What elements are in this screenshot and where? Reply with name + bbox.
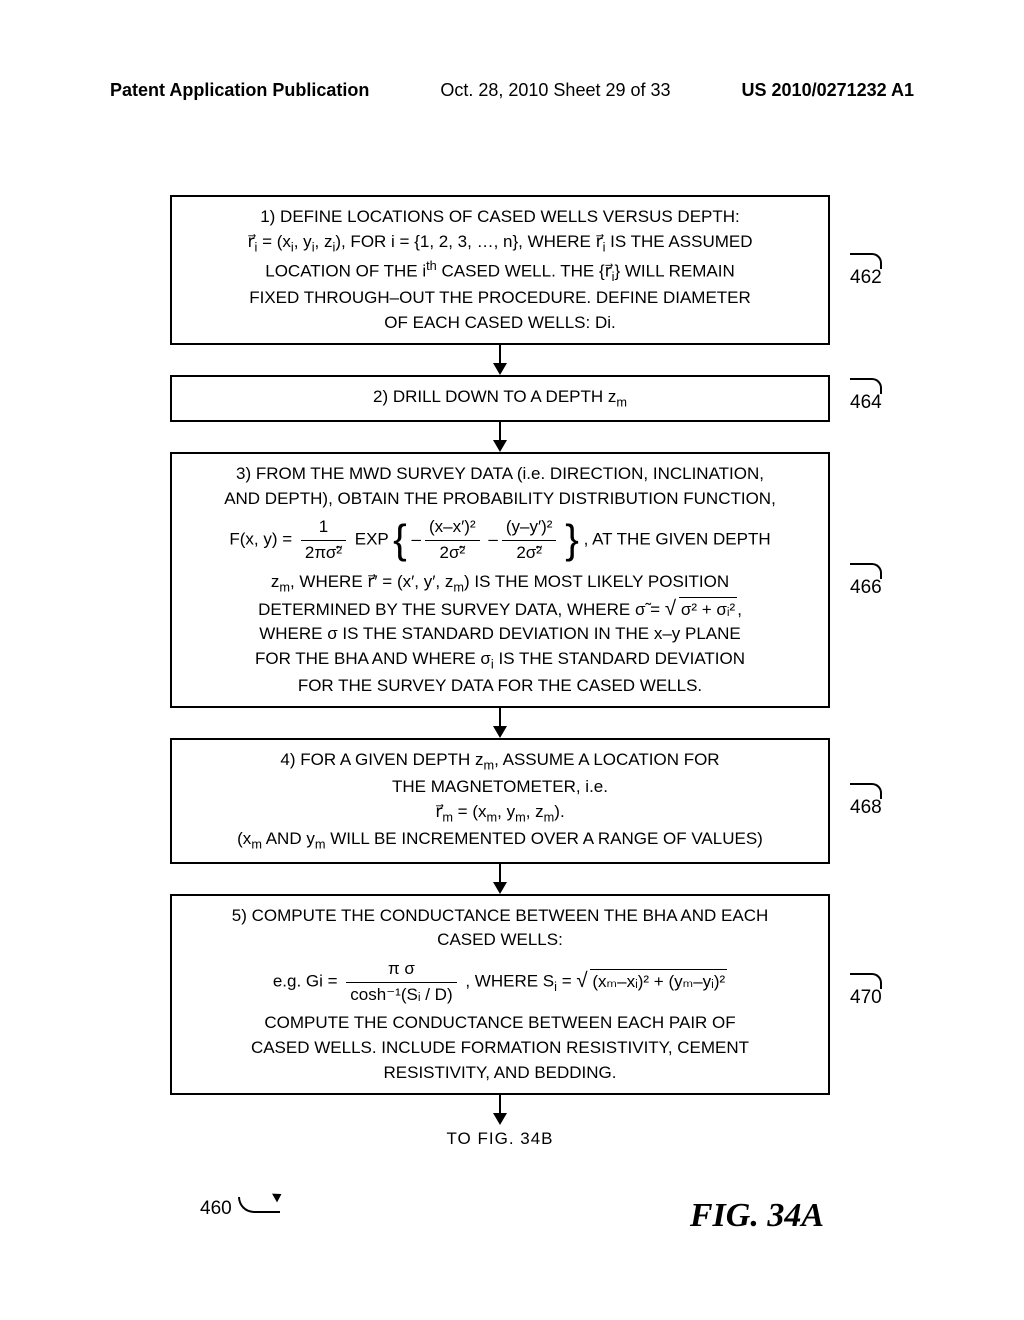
step-1-box: 1) DEFINE LOCATIONS OF CASED WELLS VERSU… [170, 195, 830, 345]
step5-equation: e.g. Gi = π σcosh⁻¹(Sᵢ / D) , WHERE Si =… [182, 957, 818, 1007]
step4-line1: 4) FOR A GIVEN DEPTH zm, ASSUME A LOCATI… [182, 748, 818, 775]
callout-hook-icon [850, 973, 882, 989]
step5-line6: RESISTIVITY, AND BEDDING. [182, 1061, 818, 1086]
callout-hook-icon [850, 783, 882, 799]
arrow-icon [170, 864, 830, 894]
step1-line1: 1) DEFINE LOCATIONS OF CASED WELLS VERSU… [182, 205, 818, 230]
header-left: Patent Application Publication [110, 80, 369, 101]
step3-equation: F(x, y) = 12πσ̃² EXP { –(x–x′)²2σ̃² –(y–… [182, 515, 818, 565]
step5-line2: CASED WELLS: [182, 928, 818, 953]
callout-hook-icon [850, 378, 882, 394]
callout-466: 466 [850, 555, 886, 599]
step3-line4: zm, WHERE r⃗′ = (x′, y′, zm) IS THE MOST… [182, 570, 818, 597]
to-next-fig: TO FIG. 34B [170, 1129, 830, 1149]
step3-line8: FOR THE SURVEY DATA FOR THE CASED WELLS. [182, 674, 818, 699]
arrow-icon [170, 345, 830, 375]
callout-470: 470 [850, 965, 886, 1009]
arrow-icon [170, 708, 830, 738]
patent-page: Patent Application Publication Oct. 28, … [0, 0, 1024, 1320]
flow-reference-460: 460 [200, 1198, 280, 1220]
step3-line5: DETERMINED BY THE SURVEY DATA, WHERE σ̃ … [182, 597, 818, 623]
step1-line2: r⃗i = (xi, yi, zi), FOR i = {1, 2, 3, …,… [182, 230, 818, 257]
step-2-box: 2) DRILL DOWN TO A DEPTH zm [170, 375, 830, 422]
callout-hook-icon [850, 563, 882, 579]
callout-468: 468 [850, 775, 886, 819]
step4-line3: r⃗m = (xm, ym, zm). [182, 800, 818, 827]
step4-line4: (xm AND ym WILL BE INCREMENTED OVER A RA… [182, 827, 818, 854]
arrow-icon [170, 1095, 830, 1125]
step1-line3: LOCATION OF THE ith CASED WELL. THE {r⃗i… [182, 257, 818, 287]
flowchart: 1) DEFINE LOCATIONS OF CASED WELLS VERSU… [170, 195, 830, 1149]
callout-462: 462 [850, 245, 886, 289]
figure-title: FIG. 34A [690, 1197, 824, 1235]
step3-line1: 3) FROM THE MWD SURVEY DATA (i.e. DIRECT… [182, 462, 818, 487]
step3-line6: WHERE σ IS THE STANDARD DEVIATION IN THE… [182, 622, 818, 647]
step-5-box: 5) COMPUTE THE CONDUCTANCE BETWEEN THE B… [170, 894, 830, 1095]
header-center: Oct. 28, 2010 Sheet 29 of 33 [440, 80, 670, 101]
step1-line4: FIXED THROUGH–OUT THE PROCEDURE. DEFINE … [182, 286, 818, 311]
callout-464: 464 [850, 370, 886, 414]
step5-line1: 5) COMPUTE THE CONDUCTANCE BETWEEN THE B… [182, 904, 818, 929]
step-4-box: 4) FOR A GIVEN DEPTH zm, ASSUME A LOCATI… [170, 738, 830, 863]
step3-line2: AND DEPTH), OBTAIN THE PROBABILITY DISTR… [182, 487, 818, 512]
step5-line4: COMPUTE THE CONDUCTANCE BETWEEN EACH PAI… [182, 1011, 818, 1036]
header-right: US 2010/0271232 A1 [742, 80, 914, 101]
step3-line7: FOR THE BHA AND WHERE σi IS THE STANDARD… [182, 647, 818, 674]
page-header: Patent Application Publication Oct. 28, … [110, 80, 914, 101]
step1-line5: OF EACH CASED WELLS: Di. [182, 311, 818, 336]
callout-hook-icon [850, 253, 882, 269]
step-3-box: 3) FROM THE MWD SURVEY DATA (i.e. DIRECT… [170, 452, 830, 708]
reference-arrow-icon [238, 1197, 280, 1213]
step4-line2: THE MAGNETOMETER, i.e. [182, 775, 818, 800]
arrow-icon [170, 422, 830, 452]
step5-line5: CASED WELLS. INCLUDE FORMATION RESISTIVI… [182, 1036, 818, 1061]
